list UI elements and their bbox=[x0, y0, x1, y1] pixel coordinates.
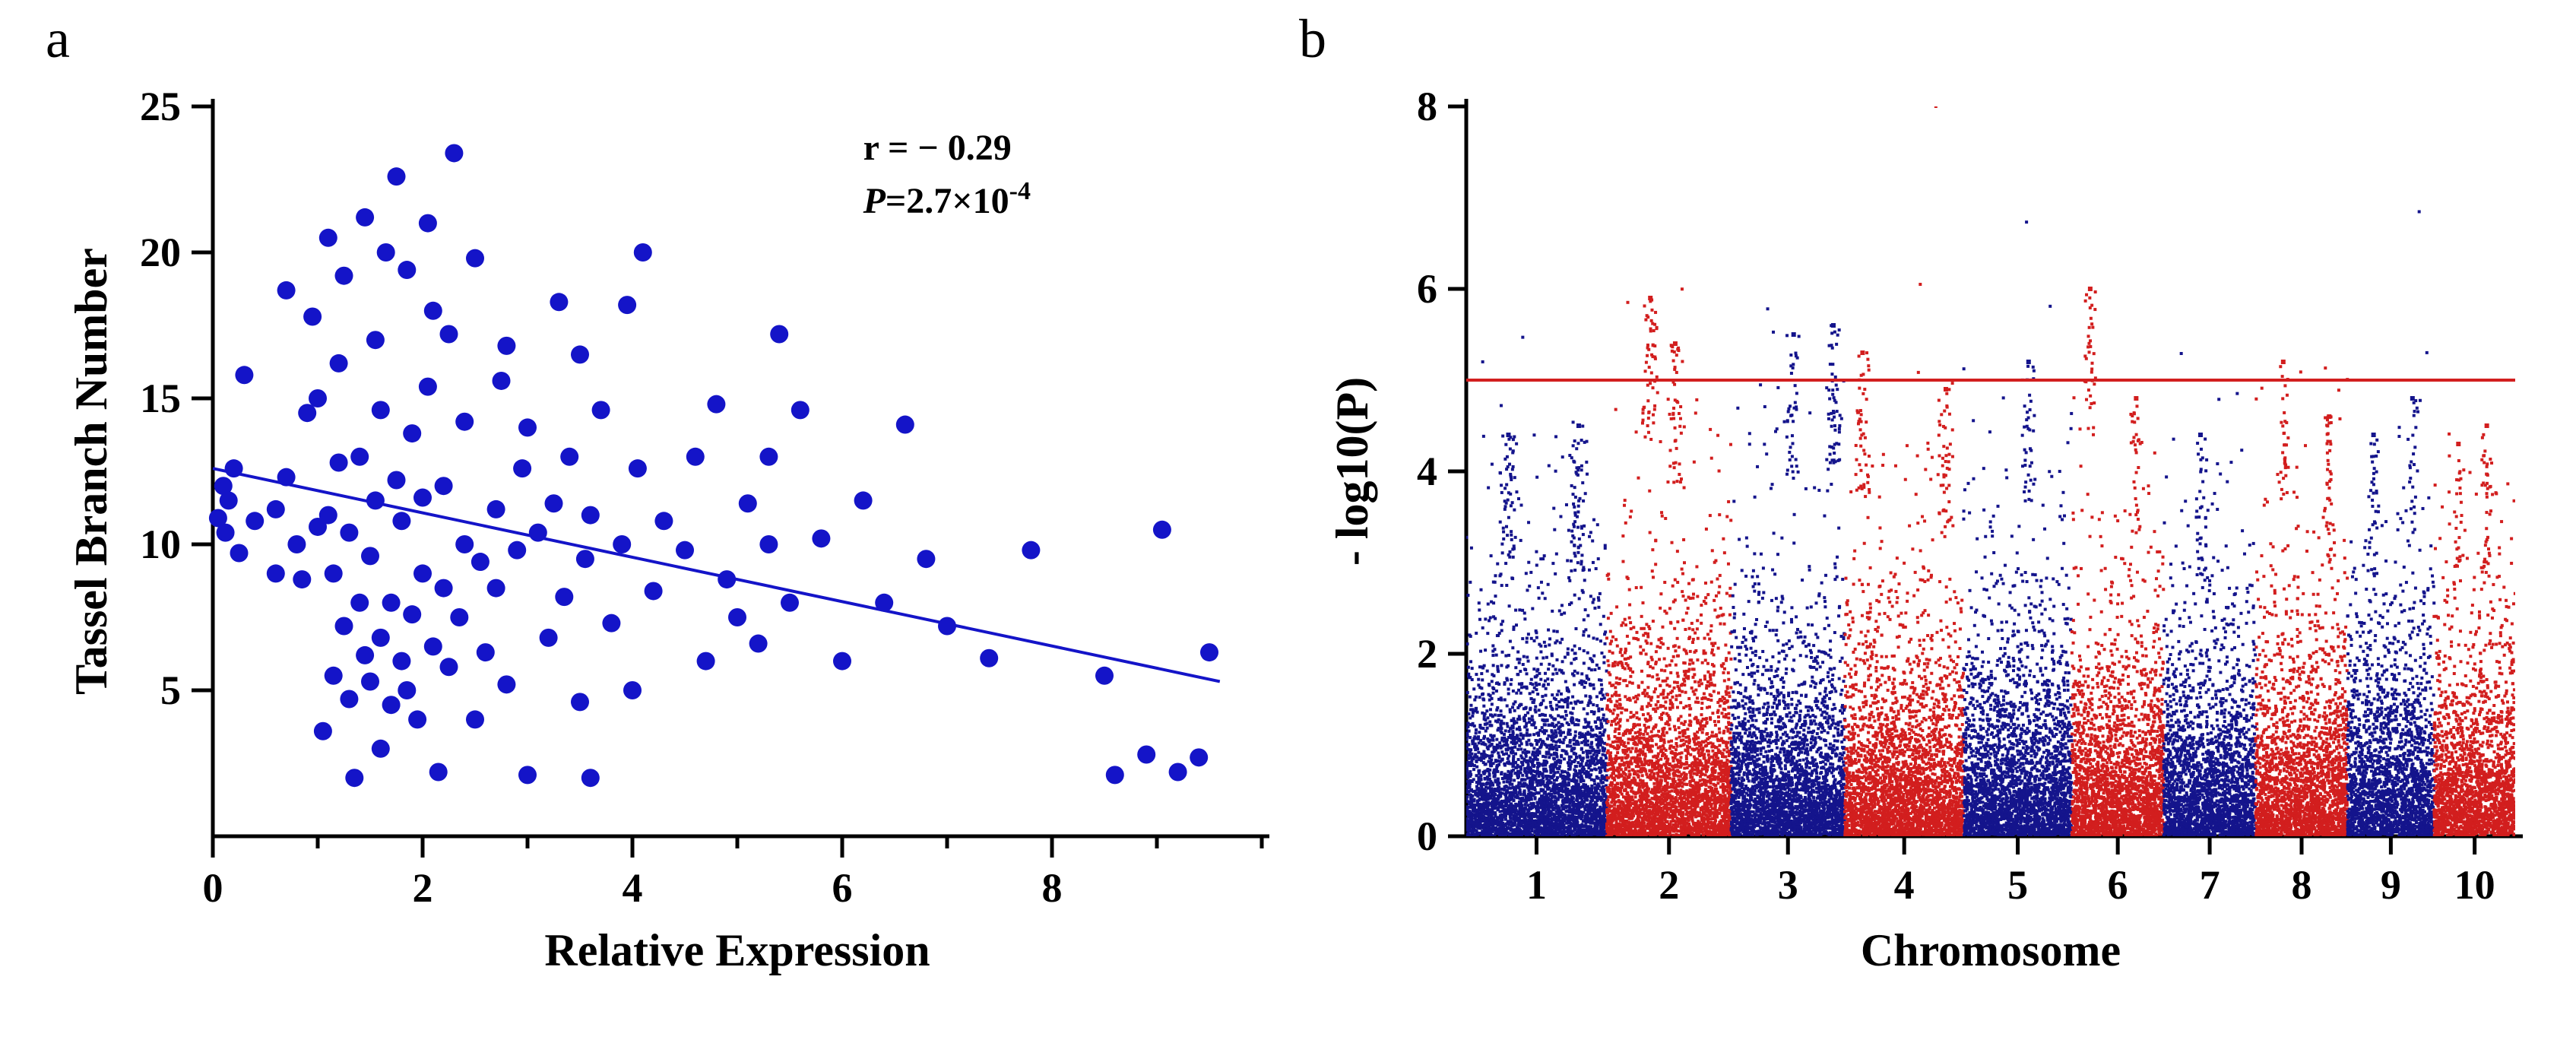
panel-a: a 02468510152025Relative ExpressionTasse… bbox=[46, 15, 1292, 1019]
stat-r-text: r = − 0.29 bbox=[863, 128, 1012, 168]
x-axis-title: Relative Expression bbox=[544, 925, 930, 975]
x-tick-label: 0 bbox=[203, 865, 223, 911]
y-tick-label: 20 bbox=[140, 230, 181, 275]
y-tick-label: 4 bbox=[1417, 449, 1437, 494]
y-tick-label: 6 bbox=[1417, 266, 1437, 312]
chrom-label: 9 bbox=[2381, 862, 2401, 908]
y-tick-label: 8 bbox=[1417, 84, 1437, 129]
y-tick-label: 10 bbox=[140, 522, 181, 567]
scatter-plot: 0 2 4 6 8 5 10 15 20 25 Relative Expression Tassel … bbox=[46, 15, 1292, 1019]
chrom-label: 7 bbox=[2200, 862, 2220, 908]
y-tick-label: 2 bbox=[1417, 631, 1437, 677]
chrom-label: 2 bbox=[1659, 862, 1679, 908]
x-tick-label: 8 bbox=[1042, 865, 1063, 911]
chrom-label: 8 bbox=[2292, 862, 2312, 908]
stat-p-text: P=2.7×10-4 bbox=[863, 177, 1031, 222]
chrom-label: 5 bbox=[2007, 862, 2028, 908]
chrom-label: 1 bbox=[1526, 862, 1547, 908]
y-tick-label: 0 bbox=[1417, 813, 1437, 859]
chrom-label: 4 bbox=[1894, 862, 1915, 908]
y-tick-label: 5 bbox=[160, 667, 181, 713]
y-axis-title: - log10(P) bbox=[1327, 377, 1377, 566]
y-axis-title: Tassel Branch Number bbox=[66, 248, 116, 695]
y-tick-label: 15 bbox=[140, 376, 181, 421]
x-tick-label: 2 bbox=[413, 865, 433, 911]
x-axis-title: Chromosome bbox=[1861, 925, 2121, 975]
figure-container: a 02468510152025Relative ExpressionTasse… bbox=[0, 0, 2576, 1040]
chrom-label: 10 bbox=[2454, 862, 2495, 908]
manhattan-plot: 0 2 4 6 8 1 2 3 4 5 6 7 8 9 10 Chromosome - log10(P) bbox=[1299, 15, 2546, 1019]
x-tick-label: 4 bbox=[623, 865, 643, 911]
panel-b-label: b bbox=[1299, 8, 1326, 71]
y-tick-label: 25 bbox=[140, 84, 181, 129]
x-tick-label: 6 bbox=[832, 865, 853, 911]
chrom-label: 3 bbox=[1778, 862, 1798, 908]
panel-b: b 0246812345678910Chromosome- log10(P) bbox=[1299, 15, 2546, 1019]
panel-a-label: a bbox=[46, 8, 70, 71]
chrom-label: 6 bbox=[2108, 862, 2128, 908]
